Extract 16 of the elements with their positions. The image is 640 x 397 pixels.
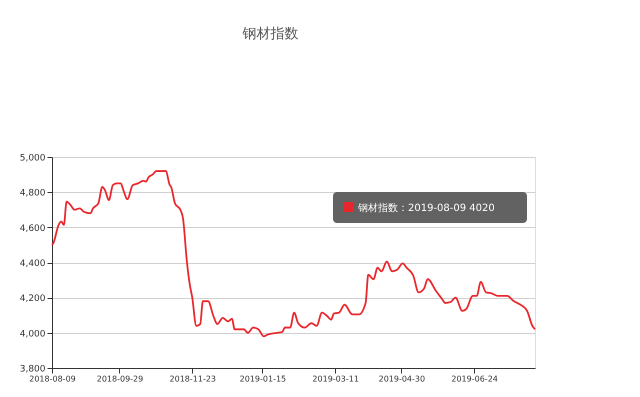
y-tick-label: 4,600 xyxy=(20,224,46,234)
x-tick-label: 2018-11-23 xyxy=(170,374,216,384)
x-tick-label: 2018-08-09 xyxy=(29,374,76,384)
x-tick-label: 2019-01-15 xyxy=(240,374,286,384)
y-tick-label: 4,000 xyxy=(20,329,46,340)
y-tick-label: 4,800 xyxy=(20,188,46,199)
x-tick-label: 2019-04-30 xyxy=(378,374,426,384)
y-tick-label: 4,200 xyxy=(20,294,46,304)
y-tick-label: 3,800 xyxy=(20,364,46,374)
chart-title: 钢材指数 xyxy=(242,26,298,42)
x-tick-label: 2019-06-24 xyxy=(451,374,498,384)
line-series xyxy=(51,170,536,338)
x-tick-label: 2019-03-11 xyxy=(312,374,359,384)
y-tick-label: 5,000 xyxy=(20,154,46,164)
y-tick-label: 4,400 xyxy=(20,259,46,269)
x-tick-label: 2018-09-29 xyxy=(96,374,144,384)
